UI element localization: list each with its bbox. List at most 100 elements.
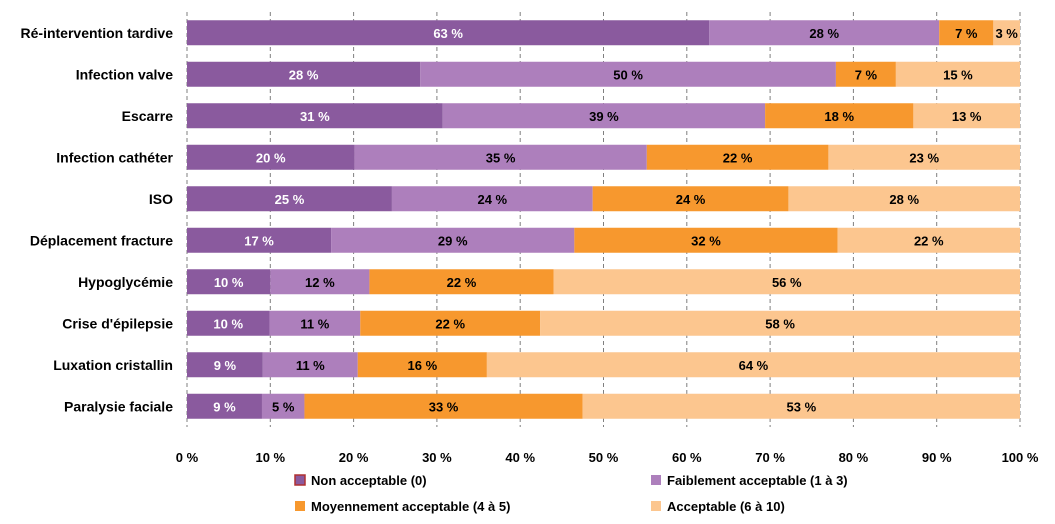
data-label: 16 % — [408, 358, 438, 373]
bar-segment — [895, 61, 1020, 87]
category-label: Paralysie faciale — [64, 398, 173, 414]
category-label: Infection cathéter — [56, 149, 173, 165]
bar-segment — [913, 103, 1020, 129]
data-label: 32 % — [691, 233, 721, 248]
bar-segment — [646, 144, 829, 170]
category-label: Infection valve — [76, 66, 173, 82]
data-label: 11 % — [296, 358, 325, 373]
bar-segment — [331, 227, 575, 253]
legend-swatch — [651, 501, 661, 511]
data-label: 29 % — [438, 233, 468, 248]
bar-segment — [993, 20, 1020, 46]
bar-segment — [270, 269, 370, 295]
bar-segment — [420, 61, 836, 87]
bar-segment — [304, 393, 583, 419]
data-label: 17 % — [244, 233, 274, 248]
bar-segment — [486, 352, 1020, 378]
data-label: 28 % — [889, 192, 919, 207]
bar-segment — [354, 144, 647, 170]
x-tick-label: 0 % — [176, 450, 199, 465]
bar-segment — [582, 393, 1020, 419]
data-label: 22 % — [914, 233, 944, 248]
data-label: 35 % — [486, 150, 516, 165]
data-label: 23 % — [909, 150, 939, 165]
data-label: 10 % — [214, 275, 244, 290]
bar-segment — [187, 20, 710, 46]
category-label: Escarre — [122, 108, 174, 124]
x-tick-label: 10 % — [255, 450, 285, 465]
x-axis-tick-labels: 0 % 10 % 20 % 30 % 40 % 50 % 60 % 70 % 80 % 90 % 1… — [176, 450, 1039, 465]
category-label: Luxation cristallin — [53, 357, 173, 373]
data-label: 33 % — [429, 399, 459, 414]
data-label: 9 % — [214, 358, 237, 373]
category-label: Crise d'épilepsie — [62, 315, 173, 331]
bar-segment — [360, 310, 541, 336]
category-label: Ré-intervention tardive — [21, 25, 174, 41]
bar-segment — [391, 186, 593, 212]
bar-segment — [765, 103, 914, 129]
data-label: 28 % — [289, 67, 319, 82]
bar-segment — [939, 20, 994, 46]
bar-segment — [788, 186, 1020, 212]
data-label: 22 % — [447, 275, 477, 290]
bars: 63 % 28 % 7 % 3 % 28 % 50 % 7 % 15 % 31 % 39 % 18 … — [187, 20, 1020, 419]
bar-segment — [187, 393, 262, 419]
bar-segment — [187, 269, 271, 295]
x-tick-label: 100 % — [1002, 450, 1039, 465]
bar-segment — [369, 269, 554, 295]
data-label: 58 % — [765, 316, 795, 331]
legend-swatch — [294, 474, 306, 486]
legend-swatch — [295, 501, 305, 511]
legend-label: Non acceptable (0) — [311, 473, 427, 488]
bar-segment — [592, 186, 789, 212]
x-tick-label: 30 % — [422, 450, 452, 465]
category-label: ISO — [149, 191, 173, 207]
category-label: Déplacement fracture — [30, 232, 173, 248]
data-label: 64 % — [739, 358, 769, 373]
bar-segment — [187, 186, 392, 212]
bar-segment — [553, 269, 1020, 295]
bar-segment — [187, 61, 421, 87]
legend-swatch — [651, 475, 661, 485]
data-label: 3 % — [995, 26, 1018, 41]
data-label: 53 % — [787, 399, 817, 414]
bar-segment — [187, 103, 443, 129]
category-label: Hypoglycémie — [78, 274, 173, 290]
bar-segment — [261, 393, 305, 419]
x-tick-label: 80 % — [839, 450, 869, 465]
bar-segment — [540, 310, 1020, 336]
bar-segment — [262, 352, 358, 378]
x-tick-label: 50 % — [589, 450, 619, 465]
bar-segment — [835, 61, 896, 87]
data-label: 5 % — [272, 399, 295, 414]
legend-label: Moyennement acceptable (4 à 5) — [311, 499, 510, 514]
legend-label: Faiblement acceptable (1 à 3) — [667, 473, 848, 488]
bar-segment — [574, 227, 838, 253]
bar-segment — [357, 352, 487, 378]
bar-segment — [187, 352, 263, 378]
data-label: 7 % — [855, 67, 878, 82]
x-tick-label: 40 % — [505, 450, 535, 465]
legend: Non acceptable (0) Faiblement acceptable … — [294, 473, 848, 514]
bar-segment — [187, 144, 355, 170]
x-tick-label: 90 % — [922, 450, 952, 465]
data-label: 12 % — [305, 275, 335, 290]
x-tick-label: 20 % — [339, 450, 369, 465]
bar-segment — [269, 310, 361, 336]
x-tick-label: 60 % — [672, 450, 702, 465]
data-label: 22 % — [723, 150, 753, 165]
bar-segment — [187, 227, 332, 253]
data-label: 9 % — [213, 399, 236, 414]
data-label: 18 % — [824, 109, 854, 124]
data-label: 11 % — [300, 316, 329, 331]
data-label: 28 % — [809, 26, 839, 41]
data-label: 50 % — [613, 67, 643, 82]
data-label: 13 % — [952, 109, 982, 124]
data-label: 7 % — [955, 26, 978, 41]
data-label: 39 % — [589, 109, 619, 124]
category-labels: Ré-intervention tardive Infection valve Es… — [21, 25, 174, 415]
data-label: 24 % — [477, 192, 507, 207]
bar-segment — [442, 103, 766, 129]
bar-segment — [837, 227, 1020, 253]
